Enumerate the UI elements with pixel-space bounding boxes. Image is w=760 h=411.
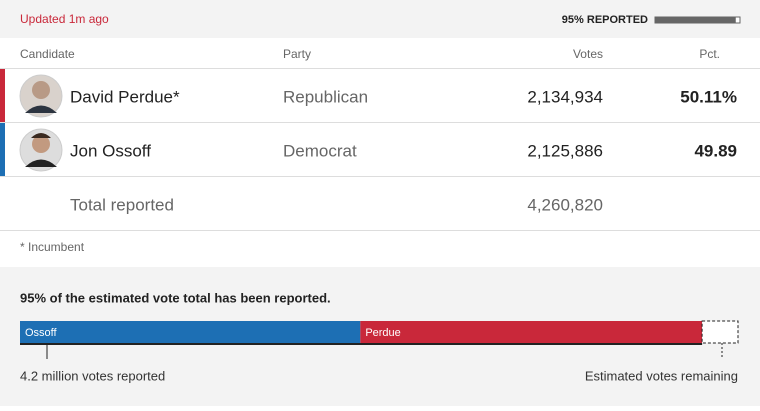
reported-fill (655, 17, 736, 23)
candidate: David Perdue* (70, 87, 180, 106)
header-bg (0, 0, 760, 38)
footnote: * Incumbent (20, 240, 85, 254)
right-label: Estimated votes remaining (585, 368, 738, 383)
party: Democrat (283, 141, 357, 160)
party-stripe (0, 69, 5, 122)
pct: 49.89 (694, 141, 737, 160)
left-label: 4.2 million votes reported (20, 368, 165, 383)
bar-label: Ossoff (25, 327, 58, 339)
photo-suit (25, 105, 57, 113)
total-label: Total reported (70, 195, 174, 214)
candidate: Jon Ossoff (70, 141, 151, 160)
col-header: Pct. (699, 47, 720, 61)
photo-suit (25, 159, 57, 167)
col-header: Votes (573, 47, 603, 61)
votes: 2,134,934 (527, 87, 603, 106)
party: Republican (283, 87, 368, 106)
votes: 2,125,886 (527, 141, 603, 160)
summary-title: 95% of the estimated vote total has been… (20, 290, 331, 305)
photo-face (32, 135, 50, 153)
party-stripe (0, 123, 5, 176)
total-votes: 4,260,820 (527, 195, 603, 214)
pct: 50.11% (680, 87, 737, 106)
remaining (701, 320, 739, 344)
bar-label: Perdue (365, 327, 400, 339)
reported: 95% REPORTED (562, 14, 648, 26)
photo-hair (31, 133, 51, 138)
bar-segment (360, 321, 703, 343)
col-header: Candidate (20, 47, 75, 61)
col-header: Party (283, 47, 311, 61)
bar-segment (20, 321, 361, 343)
photo-face (32, 81, 50, 99)
updated: Updated 1m ago (20, 12, 109, 26)
